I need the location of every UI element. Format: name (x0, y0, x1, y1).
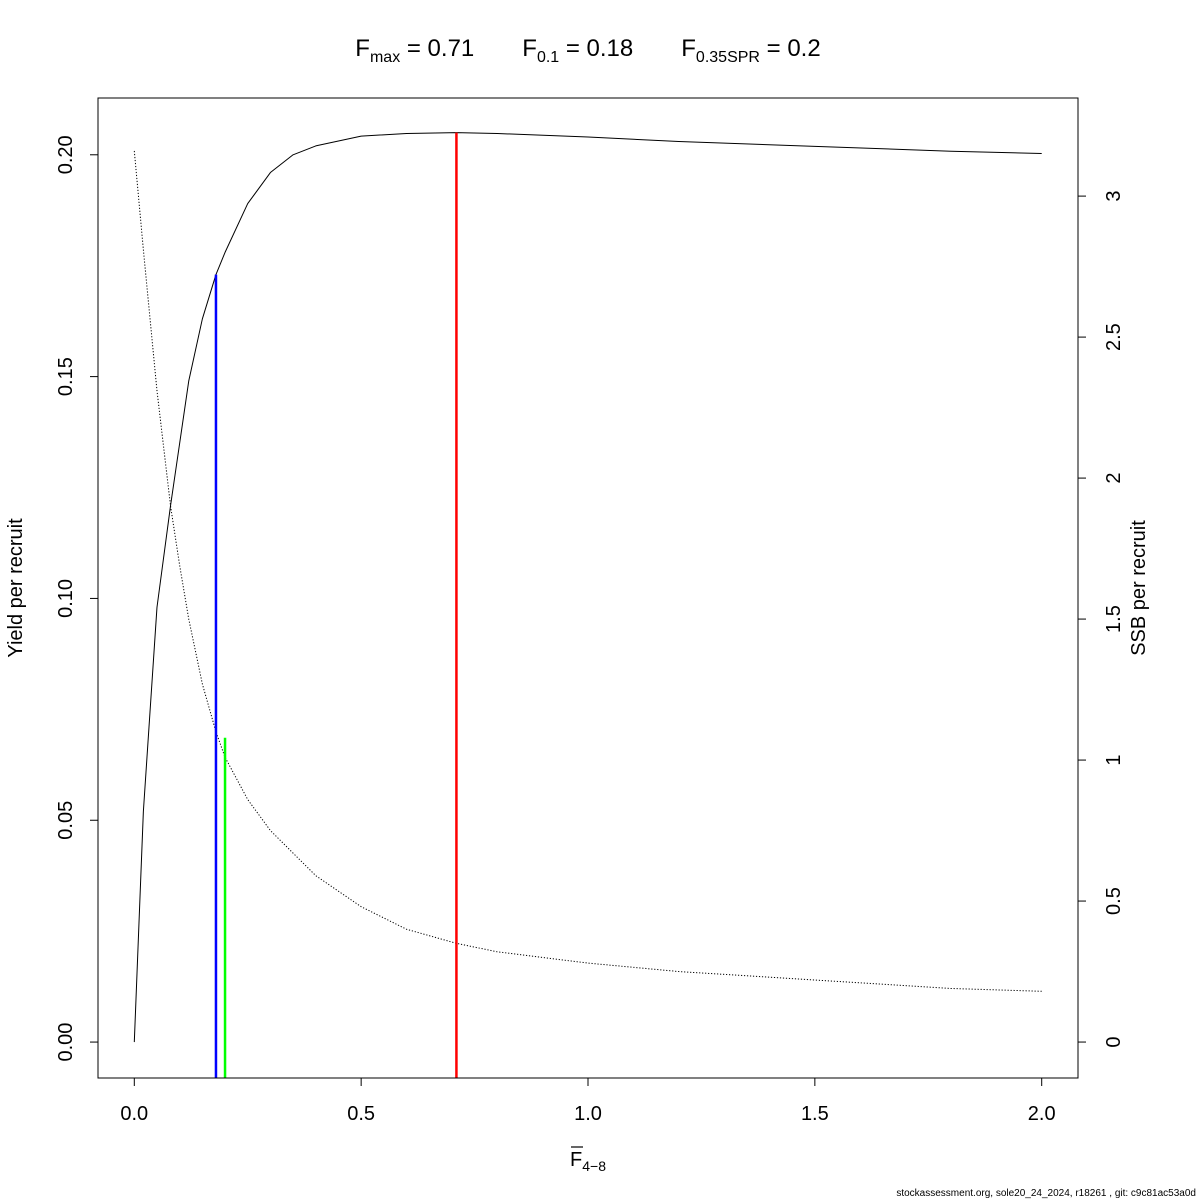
title-part: F (474, 35, 537, 62)
x-tick-label: 1.5 (801, 1103, 829, 1125)
y-right-tick-label: 2 (1103, 473, 1125, 484)
title-part-value: = 0.2 (760, 35, 821, 62)
x-tick-label: 0.5 (347, 1103, 375, 1125)
y-axis-left: 0.00 0.05 0.10 0.15 0.20 (55, 135, 99, 1062)
title-part-subscript: 0.35SPR (696, 49, 760, 66)
y-axis-right-label: SSB per recruit (1128, 520, 1150, 656)
y-right-tick-label: 3 (1103, 191, 1125, 202)
yield-per-recruit-line (133, 132, 1042, 1043)
y-left-tick-label: 0.10 (55, 579, 77, 618)
x-tick-label: 2.0 (1028, 1103, 1056, 1125)
title-part-subscript: 0.1 (537, 49, 559, 66)
reference-lines (214, 132, 458, 1078)
x-tick-label: 1.0 (574, 1103, 602, 1125)
x-axis-label-text: F4−8 (570, 1149, 606, 1174)
y-right-tick-label: 0 (1103, 1036, 1125, 1047)
y-right-tick-label: 2.5 (1103, 323, 1125, 351)
y-axis-right: 0 0.5 1 1.5 2 2.5 3 (1077, 191, 1125, 1048)
x-tick-label: 0.0 (120, 1103, 148, 1125)
y-axis-left-label: Yield per recruit (5, 518, 27, 658)
y-left-tick-label: 0.05 (55, 801, 77, 840)
y-left-tick-label: 0.15 (55, 357, 77, 396)
series-layer (133, 132, 1042, 1043)
footer-note: stockassessment.org, sole20_24_2024, r18… (896, 1188, 1196, 1199)
title-part-subscript: max (370, 49, 400, 66)
chart-title: Fmax = 0.71 F0.1 = 0.18 F0.35SPR = 0.2 (355, 35, 820, 66)
chart-title-text: Fmax = 0.71 F0.1 = 0.18 F0.35SPR = 0.2 (355, 35, 820, 66)
y-right-tick-label: 1 (1103, 755, 1125, 766)
y-left-tick-label: 0.00 (55, 1023, 77, 1062)
x-label-subscript: 4−8 (582, 1158, 606, 1174)
title-part: F (355, 35, 370, 62)
title-part: F (633, 35, 696, 62)
y-right-tick-label: 0.5 (1103, 887, 1125, 915)
y-left-tick-label: 0.20 (55, 135, 77, 174)
x-axis: 0.0 0.5 1.0 1.5 2.0 (120, 1077, 1056, 1125)
ssb-per-recruit-line (133, 150, 1042, 992)
title-part-value: = 0.71 (400, 35, 474, 62)
x-axis-label: F4−8 (570, 1146, 606, 1174)
title-part-value: = 0.18 (559, 35, 633, 62)
x-label-main: F (570, 1149, 582, 1171)
y-right-tick-label: 1.5 (1103, 605, 1125, 633)
